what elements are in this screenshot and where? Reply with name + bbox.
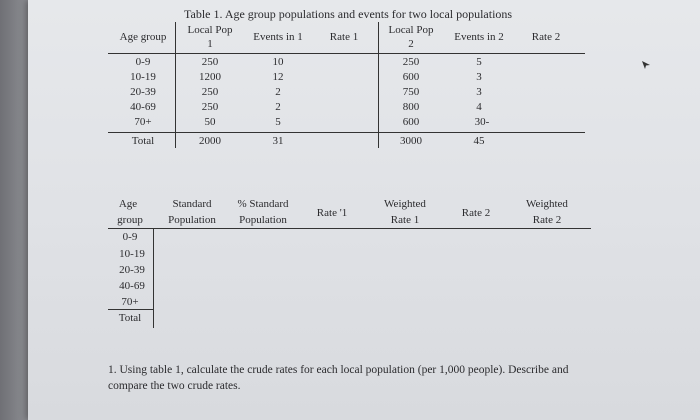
t1-header-age-group: Age group [119,31,167,43]
t1-cell-age: Total [131,135,155,147]
t2-header-pctstd-a: % Standard [237,198,289,210]
t1-cell-pop2: 750 [402,86,420,98]
t1-divider-pop1 [378,22,379,148]
t1-cell-ev1: 2 [275,86,281,98]
t2-header-age-b: group [117,214,143,226]
t2-header-weighted1-a: Weighted [384,198,426,210]
t2-header-rate2: Rate 2 [461,207,491,219]
t2-divider-age [153,228,154,328]
t1-cell-ev1: 31 [272,135,284,147]
t2-total-rule [108,309,154,310]
question-text: 1. Using table 1, calculate the crude ra… [108,364,569,392]
t2-header-rate1: Rate '1 [316,207,348,219]
t1-cell-pop1: 50 [204,116,216,128]
t1-cell-ev1: 2 [275,101,281,113]
t2-row-age: 20-39 [119,264,145,276]
paper-sheet [28,0,700,420]
t1-header-localpop2-a: Local Pop [388,24,434,36]
t1-header-events1: Events in 1 [253,31,303,43]
page-edge-shadow [0,0,28,420]
t2-header-stdpop-a: Standard [172,198,212,210]
t1-header-rule [108,53,585,54]
t2-row-age: 70+ [121,296,139,308]
t1-cell-pop2: 250 [402,56,420,68]
t2-row-age: 10-19 [119,248,145,260]
t1-cell-ev2: 5 [476,56,482,68]
t2-header-weighted2-a: Weighted [526,198,568,210]
arrow-cursor-icon [642,61,650,69]
t2-header-weighted2-b: Rate 2 [532,214,562,226]
t1-cell-pop2: 600 [402,116,420,128]
t2-header-age-a: Age [118,198,138,210]
t1-cell-ev1: 12 [272,71,284,83]
t1-header-localpop1-b: 1 [207,38,213,50]
t1-cell-ev2: 45 [473,135,485,147]
t1-cell-pop2: 3000 [400,135,422,147]
t1-cell-pop2: 800 [402,101,420,113]
t1-cell-age: 0-9 [135,56,151,68]
t1-cell-age: 70+ [134,116,152,128]
t2-header-stdpop-b: Population [168,214,216,226]
t1-cell-pop2: 600 [402,71,420,83]
t1-cell-ev2: 3 [476,71,482,83]
t1-cell-pop1: 250 [201,101,219,113]
t1-cell-age: 40-69 [130,101,156,113]
t2-row-age: 0-9 [122,231,138,243]
t1-total-rule [108,132,585,133]
t1-header-rate2: Rate 2 [531,31,561,43]
t1-header-events2: Events in 2 [454,31,504,43]
t1-header-localpop2-b: 2 [408,38,414,50]
t1-cell-age: 20-39 [130,86,156,98]
t1-header-localpop1-a: Local Pop [187,24,233,36]
t1-cell-ev1: 5 [275,116,281,128]
t1-header-rate1: Rate 1 [329,31,359,43]
table1-title: Table 1. Age group populations and event… [184,7,513,21]
t1-cell-ev2: 3 [476,86,482,98]
t2-row-age: 40-69 [119,280,145,292]
t1-cell-pop1: 2000 [199,135,221,147]
t2-header-pctstd-b: Population [239,214,287,226]
t1-cell-pop1: 1200 [199,71,221,83]
t1-cell-ev2: 30- [474,116,490,128]
t1-cell-pop1: 250 [201,86,219,98]
t1-cell-ev1: 10 [272,56,284,68]
t2-row-age-total: Total [118,312,142,324]
t1-cell-age: 10-19 [130,71,156,83]
t1-divider-age [175,22,176,148]
t1-cell-ev2: 4 [476,101,482,113]
t2-header-weighted1-b: Rate 1 [390,214,420,226]
t1-cell-pop1: 250 [201,56,219,68]
t2-header-rule [108,228,591,229]
